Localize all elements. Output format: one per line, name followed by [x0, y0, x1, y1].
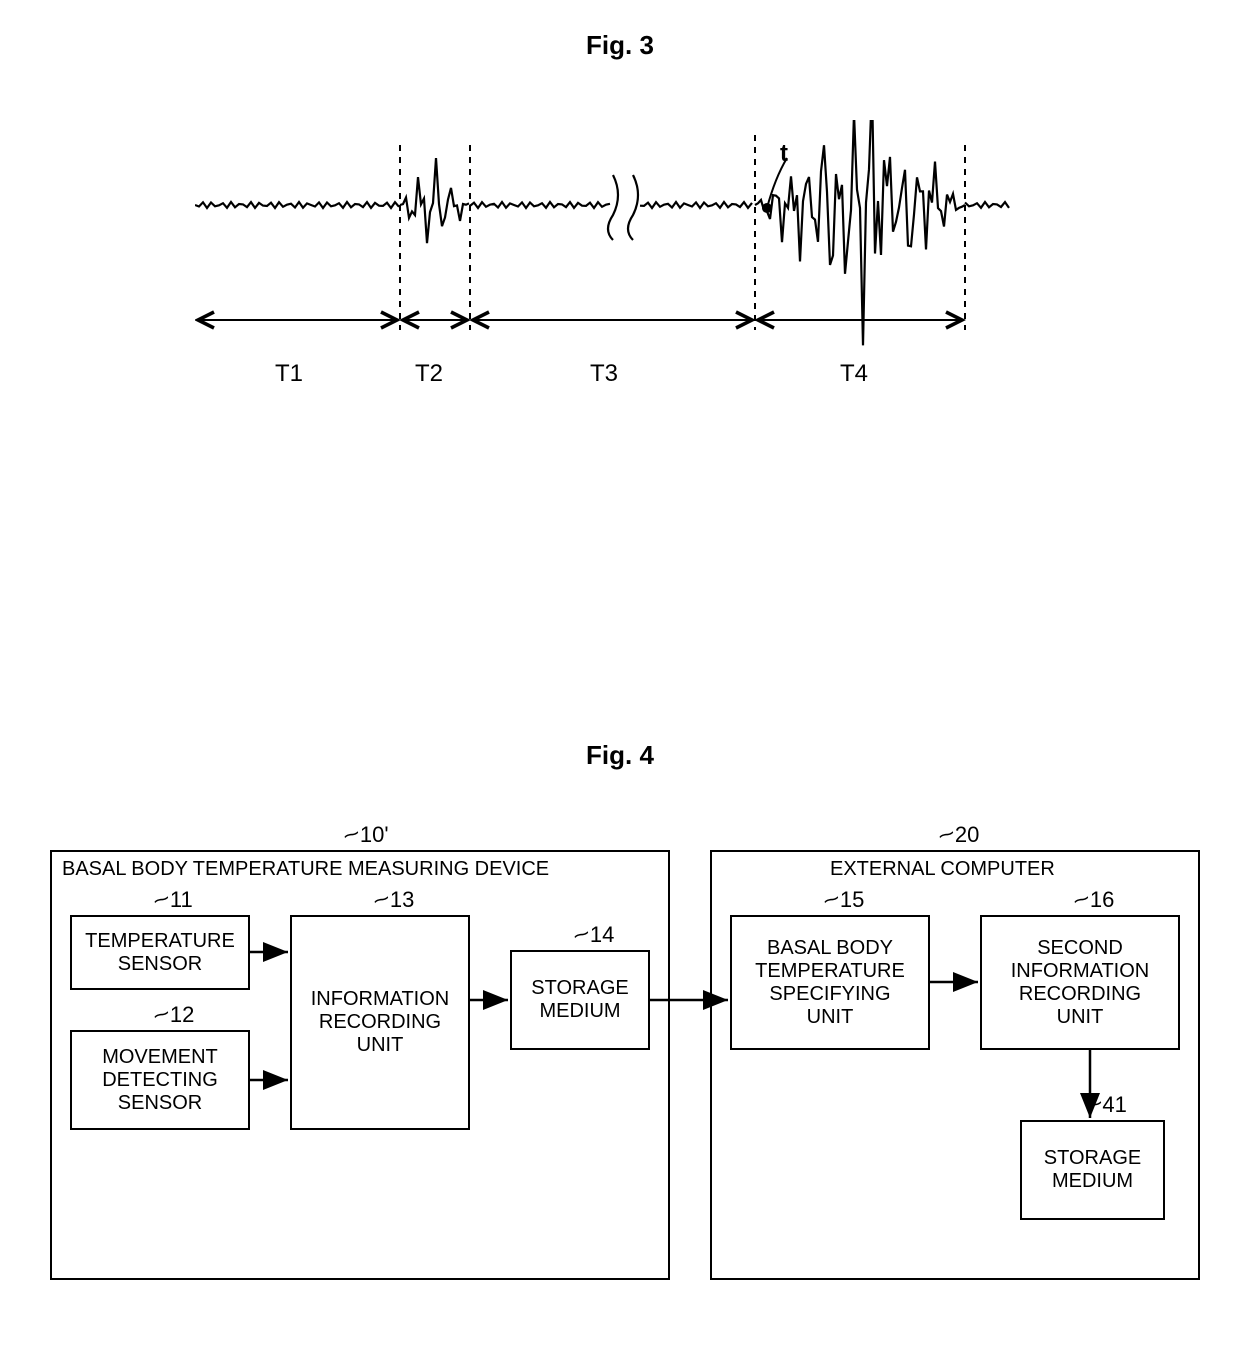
block-b11: TEMPERATURE SENSOR: [70, 915, 250, 990]
block-b13: INFORMATION RECORDING UNIT: [290, 915, 470, 1130]
block-b14: STORAGE MEDIUM: [510, 950, 650, 1050]
block-b14-label: STORAGE MEDIUM: [512, 952, 648, 1048]
block-b16: SECOND INFORMATION RECORDING UNIT: [980, 915, 1180, 1050]
fig3-svg: [195, 120, 1015, 380]
fig3-seg-t1: T1: [275, 360, 303, 388]
fig3-seg-t3: T3: [590, 360, 618, 388]
block-b12-label: MOVEMENT DETECTING SENSOR: [72, 1032, 248, 1128]
fig3-seg-t2: T2: [415, 360, 443, 388]
block-b11-label: TEMPERATURE SENSOR: [72, 917, 248, 988]
fig3-seg-t4: T4: [840, 360, 868, 388]
device-ref-text: 10': [360, 822, 389, 847]
block-b41-ref: ~41: [1088, 1092, 1127, 1118]
device-label: BASAL BODY TEMPERATURE MEASURING DEVICE: [62, 858, 549, 881]
block-b15: BASAL BODY TEMPERATURE SPECIFYING UNIT: [730, 915, 930, 1050]
block-b16-ref: ~16: [1075, 887, 1114, 913]
fig4-title: Fig. 4: [0, 740, 1240, 771]
fig3-t-label: t: [780, 140, 788, 168]
block-b11-ref: ~11: [155, 887, 193, 913]
block-b15-label: BASAL BODY TEMPERATURE SPECIFYING UNIT: [732, 917, 928, 1048]
block-b41-label: STORAGE MEDIUM: [1022, 1122, 1163, 1218]
device-ref: ~10': [345, 822, 389, 848]
block-b16-label: SECOND INFORMATION RECORDING UNIT: [982, 917, 1178, 1048]
block-b13-ref: ~13: [375, 887, 414, 913]
block-b41: STORAGE MEDIUM: [1020, 1120, 1165, 1220]
computer-ref: ~20: [940, 822, 979, 848]
block-b15-ref: ~15: [825, 887, 864, 913]
fig4-area: BASAL BODY TEMPERATURE MEASURING DEVICE …: [50, 820, 1200, 1300]
block-b14-ref: ~14: [575, 922, 614, 948]
block-b13-label: INFORMATION RECORDING UNIT: [292, 917, 468, 1128]
computer-label: EXTERNAL COMPUTER: [830, 858, 1055, 881]
block-b12-ref: ~12: [155, 1002, 194, 1028]
fig3-title: Fig. 3: [0, 30, 1240, 61]
block-b12: MOVEMENT DETECTING SENSOR: [70, 1030, 250, 1130]
